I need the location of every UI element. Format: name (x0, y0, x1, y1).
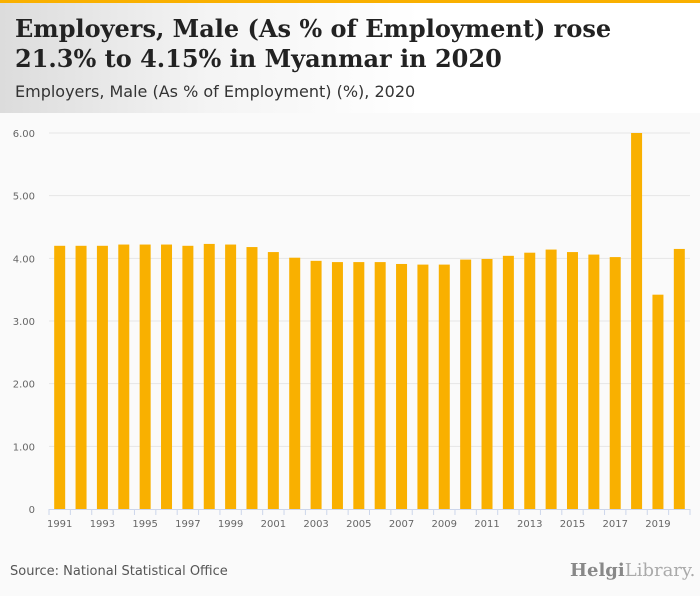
bar-2001 (267, 252, 279, 510)
bar-2008 (417, 264, 429, 509)
bar-2006 (374, 262, 386, 509)
bar-2011 (481, 258, 493, 509)
source-note: Source: National Statistical Office (10, 564, 228, 579)
bar-2002 (289, 257, 301, 509)
bar-1996 (161, 244, 173, 509)
bar-1997 (182, 245, 194, 510)
x-tick-label: 2013 (517, 519, 542, 530)
bar-chart: 0 1.00 2.00 3.00 4.00 5.00 6.00 1991 1993 1995 199… (13, 129, 691, 530)
bar-1999 (225, 244, 237, 509)
bar-2007 (396, 263, 408, 509)
y-tick-label: 0 (29, 505, 35, 516)
accent-line (0, 0, 700, 3)
bar-2015 (566, 252, 578, 510)
bar-2020 (673, 248, 685, 509)
x-tick-label: 2009 (432, 519, 457, 530)
bar-2013 (524, 252, 536, 509)
chart-title: Employers, Male (As % of Employment) ros… (15, 14, 612, 73)
x-tick-label: 1995 (132, 519, 157, 530)
x-tick-label: 1997 (175, 519, 200, 530)
helgi-library-logo: HelgiLibrary. (570, 560, 695, 581)
x-tick-label: 1991 (47, 519, 72, 530)
x-tick-label: 2011 (474, 519, 499, 530)
bar-2003 (310, 260, 322, 509)
bar-1994 (118, 244, 130, 509)
x-tick-label: 1999 (218, 519, 243, 530)
x-tick-label: 2015 (560, 519, 585, 530)
bar-2012 (502, 255, 514, 509)
bar-2014 (545, 249, 557, 509)
bar-1993 (96, 245, 108, 510)
bar-1995 (139, 244, 151, 509)
y-tick-label: 1.00 (13, 442, 35, 453)
bar-2005 (353, 262, 365, 509)
y-tick-label: 6.00 (13, 129, 35, 140)
logo-text-a: Helgi (570, 560, 625, 581)
bar-1991 (54, 245, 66, 510)
x-tick-label: 2005 (346, 519, 371, 530)
logo-text-b: Library. (624, 560, 696, 581)
bar-2017 (609, 257, 621, 509)
bar-2004 (331, 262, 343, 509)
bar-2016 (588, 254, 600, 509)
x-tick-label: 1993 (90, 519, 115, 530)
x-tick-label: 2007 (389, 519, 414, 530)
bar-2000 (246, 247, 258, 509)
bar-2019 (652, 294, 664, 509)
y-tick-label: 4.00 (13, 254, 35, 265)
bar-2010 (460, 259, 472, 509)
y-tick-label: 5.00 (13, 192, 35, 203)
x-tick-label: 2019 (645, 519, 670, 530)
bar-1992 (75, 245, 87, 510)
y-tick-label: 2.00 (13, 380, 35, 391)
x-tick-label: 2003 (303, 519, 328, 530)
chart-subtitle: Employers, Male (As % of Employment) (%)… (15, 82, 416, 101)
x-tick-label: 2017 (602, 519, 627, 530)
bar-2009 (438, 264, 450, 509)
y-tick-label: 3.00 (13, 317, 35, 328)
bar-1998 (203, 243, 215, 510)
header (0, 0, 700, 113)
x-tick-label: 2001 (261, 519, 286, 530)
bar-2018 (631, 133, 643, 509)
